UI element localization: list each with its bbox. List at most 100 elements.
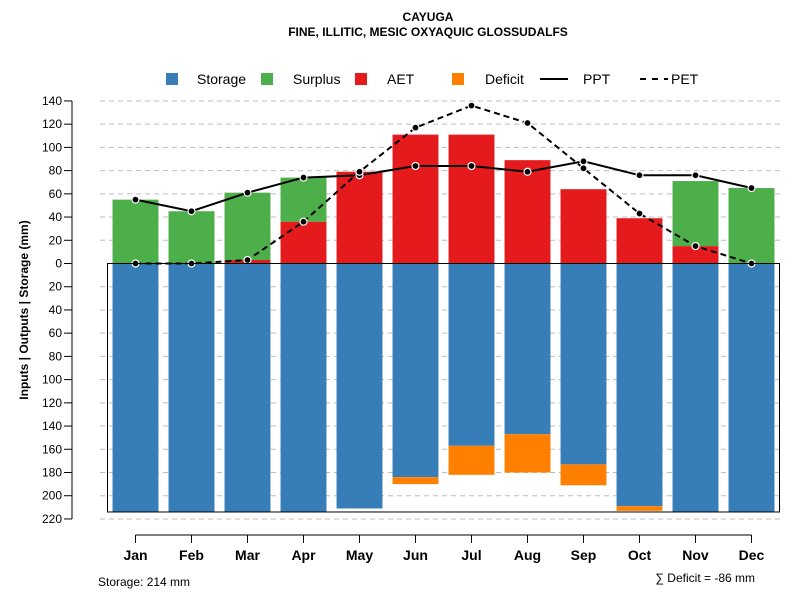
ppt-point: [747, 183, 756, 193]
storage-bar: [672, 263, 719, 512]
aet-bar: [616, 218, 663, 264]
x-tick-label: Mar: [235, 547, 260, 563]
ppt-point: [411, 161, 420, 171]
y-tick-label: 60: [49, 326, 63, 340]
storage-bar: [336, 263, 383, 509]
pet-point: [299, 217, 308, 226]
ppt-point: [467, 161, 476, 171]
x-tick-label: Dec: [739, 547, 765, 563]
legend-label: Deficit: [485, 71, 524, 87]
pet-point: [467, 101, 476, 110]
y-tick-label: 40: [49, 303, 63, 317]
y-tick-label: 20: [49, 280, 63, 294]
y-tick-label: 140: [42, 94, 62, 108]
surplus-bar: [672, 181, 719, 247]
surplus-bar: [280, 177, 327, 222]
y-tick-label: 120: [42, 396, 62, 410]
x-tick-label: Oct: [628, 547, 652, 563]
y-tick-label: 60: [49, 187, 63, 201]
legend-label: Storage: [197, 71, 246, 87]
legend-swatch: [261, 73, 273, 85]
legend-label: PET: [671, 71, 699, 87]
deficit-bar: [392, 477, 439, 485]
ppt-point: [299, 173, 308, 182]
deficit-bar: [560, 464, 607, 486]
ppt-point: [579, 157, 588, 166]
pet-point: [635, 209, 644, 218]
storage-bar: [168, 263, 215, 512]
deficit-footer: ∑ Deficit = -86 mm: [655, 571, 755, 585]
pet-point: [243, 255, 252, 265]
deficit-bar: [504, 434, 551, 473]
legend-label: AET: [387, 71, 415, 87]
pet-point: [411, 123, 420, 132]
chart-subtitle: FINE, ILLITIC, MESIC OXYAQUIC GLOSSUDALF…: [288, 25, 568, 39]
y-tick-label: 220: [42, 512, 62, 526]
x-tick-label: Aug: [514, 547, 541, 563]
storage-bar: [280, 263, 327, 512]
storage-bar: [392, 263, 439, 478]
y-tick-label: 40: [49, 210, 63, 224]
grid-lines: [100, 100, 781, 520]
x-tick-label: Sep: [571, 547, 597, 563]
y-tick-label: 0: [55, 257, 62, 271]
legend-swatch: [355, 73, 367, 85]
y-tick-label: 160: [42, 442, 62, 456]
aet-bar: [336, 171, 383, 264]
ppt-line: [135, 160, 752, 213]
storage-footer: Storage: 214 mm: [98, 575, 190, 589]
legend-label: PPT: [583, 71, 611, 87]
ppt-point: [523, 167, 532, 176]
aet-bar: [392, 134, 439, 264]
aet-bar: [448, 134, 495, 264]
x-tick-label: Jun: [403, 547, 428, 563]
aet-bar: [672, 246, 719, 264]
surplus-bar: [728, 188, 775, 264]
y-tick-label: 20: [49, 233, 63, 247]
x-tick-label: Feb: [179, 547, 204, 563]
y-tick-label: 80: [49, 349, 63, 363]
storage-bar: [224, 263, 271, 512]
x-tick-label: Apr: [291, 547, 316, 563]
legend-label: Surplus: [293, 71, 340, 87]
pet-point: [579, 164, 588, 173]
storage-bar: [504, 263, 551, 435]
aet-bar: [504, 160, 551, 264]
pet-line: [135, 104, 752, 265]
y-tick-label: 120: [42, 117, 62, 131]
pet-point: [355, 167, 364, 176]
surplus-bar: [168, 211, 215, 264]
y-tick-label: 100: [42, 140, 62, 154]
storage-bar: [560, 263, 607, 465]
pet-point: [691, 241, 700, 251]
y-tick-label: 180: [42, 466, 62, 480]
surplus-bar: [112, 199, 159, 264]
deficit-bar: [616, 506, 663, 511]
legend-swatch: [166, 73, 178, 85]
ppt-point: [187, 207, 196, 216]
axes: 140 120 100 80 60 40 20 0 20 40 60 80 100 120 140 160 18…: [42, 94, 780, 563]
y-tick-label: 140: [42, 419, 62, 433]
ppt-point: [131, 195, 140, 204]
chart-title: CAYUGA: [403, 10, 454, 24]
ppt-point: [243, 188, 252, 197]
aet-bar: [280, 221, 327, 264]
legend: Storage Surplus AET Deficit PPT PET: [166, 71, 699, 87]
x-tick-label: Jul: [461, 547, 481, 563]
ppt-point: [691, 171, 700, 180]
y-tick-label: 100: [42, 373, 62, 387]
storage-bar: [728, 263, 775, 512]
y-tick-label: 80: [49, 164, 63, 178]
pet-point: [523, 118, 532, 128]
aet-bar: [560, 189, 607, 264]
x-tick-label: Nov: [682, 547, 709, 563]
deficit-bar: [448, 445, 495, 475]
storage-bar: [112, 263, 159, 512]
legend-swatch: [452, 73, 464, 85]
storage-bar: [448, 263, 495, 446]
x-tick-label: May: [346, 547, 373, 563]
x-tick-label: Jan: [123, 547, 147, 563]
storage-bar: [616, 263, 663, 507]
bars: [112, 134, 775, 512]
